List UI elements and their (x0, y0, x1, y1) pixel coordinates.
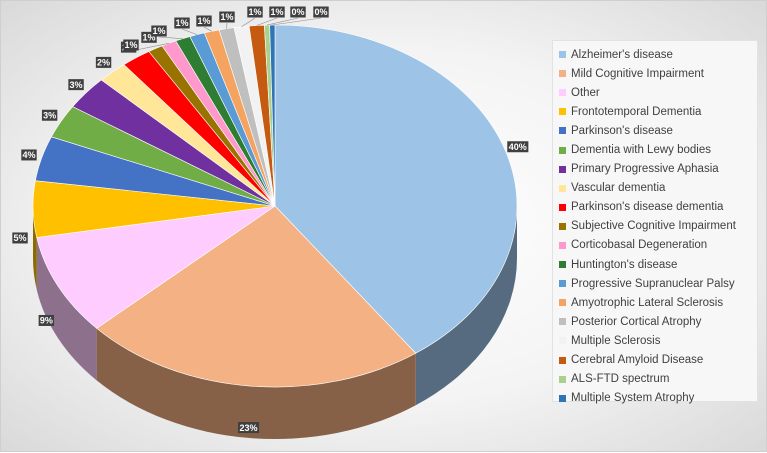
legend-label: Parkinson's disease dementia (571, 201, 723, 213)
legend-swatch (559, 166, 566, 173)
legend-item: Parkinson's disease (559, 121, 757, 140)
legend-item: Other (559, 83, 757, 102)
legend-item: Amyotrophic Lateral Sclerosis (559, 293, 757, 312)
legend-item: ALS-FTD spectrum (559, 370, 757, 389)
leader-line (242, 18, 255, 27)
leader-line (204, 27, 212, 31)
legend-label: Vascular dementia (571, 182, 665, 194)
data-label: 40% (509, 142, 527, 152)
legend-label: Posterior Cortical Atrophy (571, 316, 701, 328)
legend-swatch (559, 261, 566, 268)
leader-line (267, 18, 298, 25)
legend-label: Cerebral Amyloid Disease (571, 354, 703, 366)
legend-item: Multiple Sclerosis (559, 331, 757, 350)
leader-line (257, 18, 277, 26)
legend-item: Corticobasal Degeneration (559, 236, 757, 255)
legend-label: Parkinson's disease (571, 125, 673, 137)
legend-swatch (559, 280, 566, 287)
data-label: 1% (152, 26, 165, 36)
legend-item: Multiple System Atrophy (559, 389, 757, 408)
data-label: 0% (291, 7, 304, 17)
legend-item: Cerebral Amyloid Disease (559, 351, 757, 370)
legend-swatch (559, 357, 566, 364)
legend-swatch (559, 318, 566, 325)
data-label: 9% (40, 316, 53, 326)
legend-label: Multiple Sclerosis (571, 335, 660, 347)
legend-item: Progressive Supranuclear Palsy (559, 274, 757, 293)
legend-label: Other (571, 87, 600, 99)
legend-swatch (559, 242, 566, 249)
legend-item: Posterior Cortical Atrophy (559, 312, 757, 331)
data-label: 1% (175, 18, 188, 28)
leader-line (159, 37, 183, 39)
legend-item: Dementia with Lewy bodies (559, 140, 757, 159)
legend-swatch (559, 337, 566, 344)
data-label: 1% (270, 7, 283, 17)
legend-label: Dementia with Lewy bodies (571, 144, 711, 156)
legend-item: Parkinson's disease dementia (559, 198, 757, 217)
legend-item: Frontotemporal Dementia (559, 102, 757, 121)
legend-label: Subjective Cognitive Impairment (571, 220, 736, 232)
legend-swatch (559, 127, 566, 134)
legend-label: Progressive Supranuclear Palsy (571, 278, 735, 290)
data-label: 3% (43, 110, 56, 120)
legend-item: Primary Progressive Aphasia (559, 160, 757, 179)
legend-label: Frontotemporal Dementia (571, 106, 701, 118)
legend-label: Alzheimer's disease (571, 49, 673, 61)
legend-label: Huntington's disease (571, 259, 677, 271)
data-label: 3% (70, 80, 83, 90)
legend-label: Corticobasal Degeneration (571, 239, 707, 251)
data-label: 1% (220, 12, 233, 22)
data-label: 23% (240, 423, 258, 433)
legend-swatch (559, 223, 566, 230)
data-label: 4% (22, 150, 35, 160)
legend-swatch (559, 204, 566, 211)
leader-line (272, 18, 321, 25)
legend-swatch (559, 51, 566, 58)
data-label: 5% (14, 233, 27, 243)
legend: Alzheimer's disease Mild Cognitive Impair… (552, 40, 758, 402)
data-label: 1% (248, 7, 261, 17)
legend-swatch (559, 299, 566, 306)
data-label: 1% (124, 40, 137, 50)
legend-label: Mild Cognitive Impairment (571, 68, 704, 80)
data-label: 0% (314, 7, 327, 17)
legend-label: Primary Progressive Aphasia (571, 163, 719, 175)
legend-swatch (559, 185, 566, 192)
legend-item: Huntington's disease (559, 255, 757, 274)
legend-swatch (559, 108, 566, 115)
legend-swatch (559, 395, 566, 402)
legend-item: Alzheimer's disease (559, 45, 757, 64)
legend-swatch (559, 147, 566, 154)
legend-item: Vascular dementia (559, 179, 757, 198)
legend-label: Multiple System Atrophy (571, 392, 694, 404)
leader-line (182, 29, 197, 35)
legend-item: Subjective Cognitive Impairment (559, 217, 757, 236)
legend-swatch (559, 70, 566, 77)
legend-label: ALS-FTD spectrum (571, 373, 669, 385)
legend-label: Amyotrophic Lateral Sclerosis (571, 297, 723, 309)
legend-item: Mild Cognitive Impairment (559, 64, 757, 83)
legend-swatch (559, 376, 566, 383)
legend-swatch (559, 89, 566, 96)
data-label: 1% (197, 16, 210, 26)
data-label: 2% (97, 58, 110, 68)
